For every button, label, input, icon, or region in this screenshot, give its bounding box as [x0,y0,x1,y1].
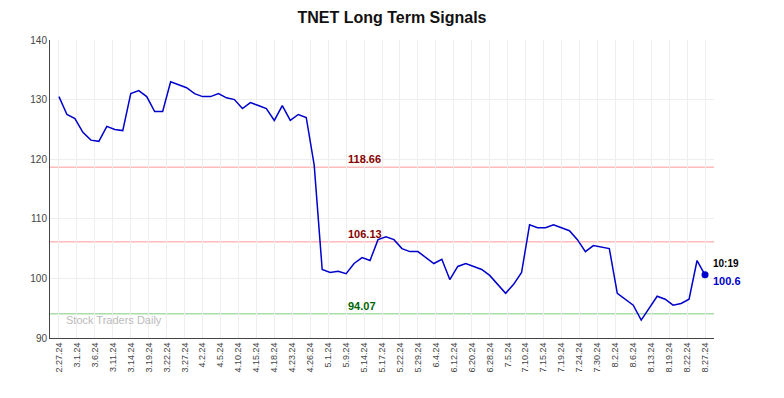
svg-text:8.27.24: 8.27.24 [700,343,710,373]
svg-text:4.2.24: 4.2.24 [197,343,207,368]
svg-text:100: 100 [30,273,47,284]
svg-text:100.6: 100.6 [713,275,741,287]
svg-text:106.13: 106.13 [348,228,382,240]
svg-text:8.19.24: 8.19.24 [664,343,674,373]
svg-text:3.6.24: 3.6.24 [90,343,100,368]
svg-text:3.22.24: 3.22.24 [162,343,172,373]
svg-text:3.14.24: 3.14.24 [126,343,136,373]
svg-text:4.23.24: 4.23.24 [287,343,297,373]
svg-text:140: 140 [30,35,47,46]
svg-text:5.9.24: 5.9.24 [341,343,351,368]
svg-text:3.11.24: 3.11.24 [108,343,118,372]
svg-text:2.27.24: 2.27.24 [54,343,64,373]
svg-text:8.2.24: 8.2.24 [610,343,620,368]
svg-text:7.15.24: 7.15.24 [538,343,548,373]
svg-text:120: 120 [30,154,47,165]
svg-text:6.4.24: 6.4.24 [431,343,441,368]
svg-text:5.22.24: 5.22.24 [395,343,405,373]
svg-text:110: 110 [31,213,47,224]
svg-text:6.28.24: 6.28.24 [485,343,495,373]
svg-text:6.20.24: 6.20.24 [467,343,477,373]
svg-text:6.12.24: 6.12.24 [449,343,459,373]
svg-text:8.6.24: 8.6.24 [628,343,638,368]
svg-text:5.1.24: 5.1.24 [323,343,333,368]
svg-text:7.19.24: 7.19.24 [556,343,566,373]
svg-text:5.29.24: 5.29.24 [413,343,423,373]
svg-text:7.10.24: 7.10.24 [520,343,530,373]
svg-text:5.14.24: 5.14.24 [359,343,369,373]
svg-text:8.13.24: 8.13.24 [646,343,656,373]
svg-text:90: 90 [36,333,48,344]
svg-text:94.07: 94.07 [348,300,376,312]
svg-text:4.18.24: 4.18.24 [269,343,279,373]
svg-text:3.27.24: 3.27.24 [180,343,190,373]
svg-text:7.5.24: 7.5.24 [503,343,513,368]
svg-text:7.24.24: 7.24.24 [574,343,584,373]
svg-text:Stock Traders Daily: Stock Traders Daily [66,314,162,326]
svg-text:4.10.24: 4.10.24 [233,343,243,373]
svg-text:TNET Long Term Signals: TNET Long Term Signals [297,9,486,26]
svg-text:5.17.24: 5.17.24 [377,343,387,373]
svg-text:7.30.24: 7.30.24 [592,343,602,373]
svg-text:4.26.24: 4.26.24 [305,343,315,373]
svg-text:118.66: 118.66 [348,153,381,165]
svg-text:4.5.24: 4.5.24 [215,343,225,368]
svg-text:3.1.24: 3.1.24 [72,343,82,368]
svg-text:4.15.24: 4.15.24 [251,343,261,373]
svg-text:10:19: 10:19 [713,258,739,269]
svg-text:130: 130 [30,94,47,105]
svg-text:8.22.24: 8.22.24 [682,343,692,373]
svg-text:3.19.24: 3.19.24 [144,343,154,373]
